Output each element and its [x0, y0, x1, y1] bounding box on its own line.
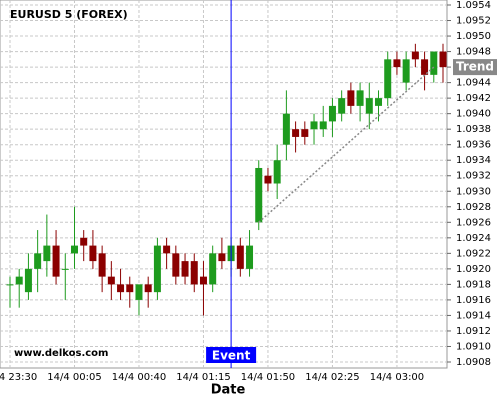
candle-body: [439, 51, 447, 68]
x-axis-label: Date: [211, 383, 246, 398]
candle-body: [89, 245, 97, 262]
y-tick-label: 1.0954: [456, 0, 491, 11]
y-tick-label: 1.0928: [456, 202, 491, 213]
candle-body: [24, 268, 32, 293]
candle-body: [52, 245, 60, 277]
x-tick-label: 14/4 23:30: [0, 372, 37, 383]
y-tick-label: 1.0918: [456, 279, 491, 290]
y-tick-label: 1.0948: [456, 47, 491, 58]
candle-body: [107, 276, 115, 285]
candle-body: [6, 284, 14, 286]
candle-body: [375, 98, 383, 106]
candle-body: [61, 268, 69, 270]
y-tick-label: 1.0922: [456, 248, 491, 259]
trend-label-box: [453, 59, 497, 76]
candle-body: [172, 253, 180, 277]
y-tick-label: 1.0916: [456, 295, 491, 306]
watermark: www.delkos.com: [14, 348, 108, 359]
candle-body: [163, 245, 171, 254]
x-tick-label: 14/4 03:00: [370, 372, 424, 383]
y-tick-label: 1.0930: [456, 186, 491, 197]
candle-body: [15, 276, 23, 285]
y-tick-label: 1.0942: [456, 93, 491, 104]
candle-body: [421, 59, 429, 75]
candle-body: [402, 59, 410, 83]
y-tick-label: 1.0952: [456, 16, 491, 27]
candle-body: [255, 167, 263, 223]
y-tick-label: 1.0924: [456, 233, 491, 244]
candle-body: [117, 284, 125, 293]
candle-body: [393, 59, 401, 68]
candle-body: [218, 253, 226, 262]
candle-body: [190, 261, 198, 285]
y-tick-label: 1.0950: [456, 31, 491, 42]
candle-body: [301, 129, 309, 137]
candle-body: [264, 175, 272, 184]
y-tick-label: 1.0934: [456, 155, 491, 166]
candle-body: [70, 245, 78, 254]
y-tick-label: 1.0914: [456, 310, 491, 321]
candle-body: [411, 51, 419, 60]
candle-body: [80, 237, 88, 246]
chart-title: EURUSD 5 (FOREX): [10, 8, 128, 21]
candle-body: [199, 276, 207, 285]
candle-body: [144, 284, 152, 293]
event-label: Event: [212, 349, 251, 363]
y-tick-label: 1.0938: [456, 124, 491, 135]
candle-body: [43, 245, 51, 262]
candle-body: [292, 129, 300, 137]
candle-body: [135, 284, 143, 300]
x-tick-label: 14/4 01:50: [241, 372, 295, 383]
candle-body: [310, 121, 318, 130]
event-label-box: [206, 347, 257, 363]
x-tick-label: 14/4 01:15: [176, 372, 230, 383]
candle-body: [356, 90, 364, 106]
y-tick-label: 1.0936: [456, 140, 491, 151]
candle-body: [246, 245, 254, 269]
trend-line: [258, 66, 435, 223]
x-tick-label: 14/4 00:05: [47, 372, 101, 383]
y-tick-label: 1.0910: [456, 341, 491, 352]
candle-body: [126, 284, 134, 293]
y-tick-label: 1.0940: [456, 109, 491, 120]
y-tick-label: 1.0926: [456, 217, 491, 228]
x-tick-label: 14/4 00:40: [112, 372, 166, 383]
candle-body: [347, 90, 355, 106]
candle-body: [153, 245, 161, 293]
candle-body: [273, 160, 281, 184]
y-tick-label: 1.0932: [456, 171, 491, 182]
candle-body: [384, 59, 392, 99]
candle-body: [338, 98, 346, 114]
x-tick-label: 14/4 02:25: [305, 372, 359, 383]
y-tick-label: 1.0920: [456, 264, 491, 275]
candle-body: [430, 51, 438, 75]
candle-body: [98, 253, 106, 277]
candle-body: [319, 121, 327, 130]
y-tick-label: 1.0908: [456, 357, 491, 368]
trend-label: Trend: [456, 60, 494, 74]
candle-body: [365, 98, 373, 114]
candle-body: [209, 253, 217, 285]
candle-body: [236, 245, 244, 269]
candle-body: [328, 105, 336, 122]
candle-body: [181, 261, 189, 277]
y-tick-label: 1.0912: [456, 326, 491, 337]
plot-area: [0, 0, 448, 369]
candle-body: [282, 113, 290, 145]
candle-body: [34, 253, 42, 269]
y-tick-label: 1.0944: [456, 78, 491, 89]
